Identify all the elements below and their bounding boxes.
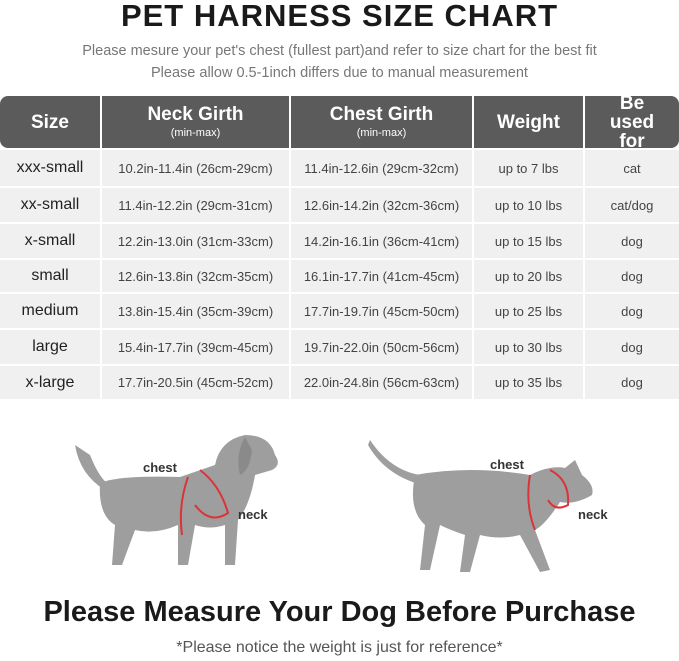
subtitle-fit: Please mesure your pet's chest (fullest … <box>82 43 597 59</box>
cell-neck-girth: 12.6in-13.8in (32cm-35cm) <box>102 260 289 292</box>
cat-neck-label: neck <box>578 507 608 522</box>
cell-used-for: dog <box>585 224 679 258</box>
cell-weight: up to 35 lbs <box>474 366 583 399</box>
header-size: Size <box>0 96 100 148</box>
page-title: PET HARNESS SIZE CHART <box>120 0 559 33</box>
cell-size: medium <box>0 294 100 328</box>
cell-chest-girth: 12.6in-14.2in (32cm-36cm) <box>291 188 472 222</box>
header-label: Neck Girth <box>147 103 244 125</box>
header-label: Weight <box>497 111 560 133</box>
cell-used-for: cat/dog <box>585 188 679 222</box>
cell-size: xxx-small <box>0 150 100 186</box>
cell-neck-girth: 10.2in-11.4in (26cm-29cm) <box>102 150 289 186</box>
cell-size: large <box>0 330 100 364</box>
cell-used-for: dog <box>585 260 679 292</box>
cell-chest-girth: 16.1in-17.7in (41cm-45cm) <box>291 260 472 292</box>
header-sublabel: (min-max) <box>356 126 407 139</box>
cell-weight: up to 25 lbs <box>474 294 583 328</box>
cell-weight: up to 15 lbs <box>474 224 583 258</box>
cell-size: xx-small <box>0 188 100 222</box>
dog-chest-label: chest <box>143 460 177 475</box>
header-sublabel: (min-max) <box>170 126 221 139</box>
cell-used-for: dog <box>585 366 679 399</box>
cell-chest-girth: 17.7in-19.7in (45cm-50cm) <box>291 294 472 328</box>
cell-weight: up to 20 lbs <box>474 260 583 292</box>
cell-weight: up to 10 lbs <box>474 188 583 222</box>
cell-chest-girth: 22.0in-24.8in (56cm-63cm) <box>291 366 472 399</box>
header-weight: Weight <box>474 96 583 148</box>
weight-note: *Please notice the weight is just for re… <box>176 639 503 656</box>
measure-callout: Please Measure Your Dog Before Purchase <box>43 596 636 628</box>
cell-neck-girth: 12.2in-13.0in (31cm-33cm) <box>102 224 289 258</box>
header-label: Be used for <box>609 92 655 152</box>
cell-size: x-large <box>0 366 100 399</box>
cell-neck-girth: 17.7in-20.5in (45cm-52cm) <box>102 366 289 399</box>
header-label: Chest Girth <box>329 103 434 125</box>
cell-size: small <box>0 260 100 292</box>
cell-size: x-small <box>0 224 100 258</box>
header-label: Size <box>30 111 70 133</box>
header-chest-girth: Chest Girth (min-max) <box>291 96 472 148</box>
dog-silhouette <box>75 435 278 565</box>
cell-weight: up to 7 lbs <box>474 150 583 186</box>
cell-chest-girth: 14.2in-16.1in (36cm-41cm) <box>291 224 472 258</box>
cell-used-for: dog <box>585 294 679 328</box>
cell-chest-girth: 11.4in-12.6in (29cm-32cm) <box>291 150 472 186</box>
cat-chest-label: chest <box>490 457 524 472</box>
header-used-for: Be used for <box>585 92 679 152</box>
cat-silhouette <box>368 440 593 572</box>
cell-used-for: cat <box>585 150 679 186</box>
header-neck-girth: Neck Girth (min-max) <box>102 96 289 148</box>
subtitle-tolerance: Please allow 0.5-1inch differs due to ma… <box>151 65 528 81</box>
cell-chest-girth: 19.7in-22.0in (50cm-56cm) <box>291 330 472 364</box>
cell-neck-girth: 15.4in-17.7in (39cm-45cm) <box>102 330 289 364</box>
cell-weight: up to 30 lbs <box>474 330 583 364</box>
cell-neck-girth: 11.4in-12.2in (29cm-31cm) <box>102 188 289 222</box>
cell-used-for: dog <box>585 330 679 364</box>
dog-neck-label: neck <box>238 507 268 522</box>
cell-neck-girth: 13.8in-15.4in (35cm-39cm) <box>102 294 289 328</box>
